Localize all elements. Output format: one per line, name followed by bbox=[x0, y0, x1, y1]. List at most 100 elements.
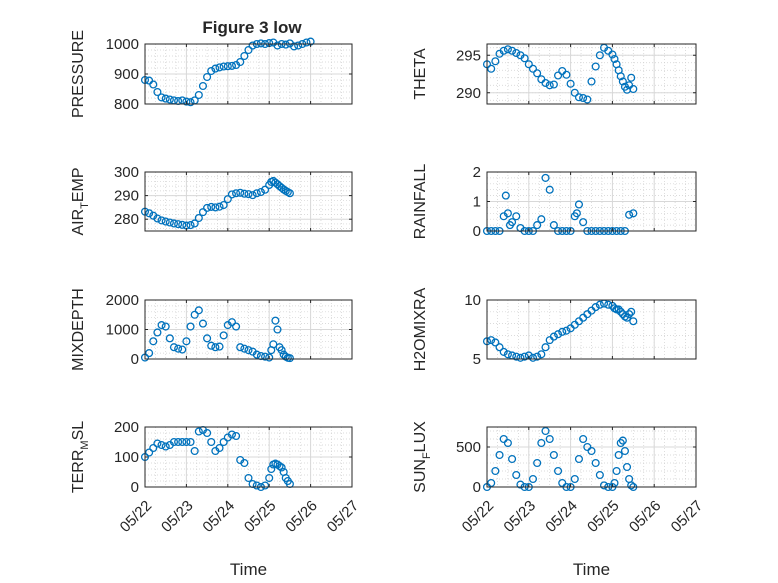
y-axis-label: MIXDEPTH bbox=[70, 288, 87, 371]
data-point bbox=[574, 93, 584, 102]
x-tick-label: 05/22 bbox=[117, 497, 156, 536]
data-point bbox=[190, 446, 199, 456]
data-point bbox=[236, 188, 245, 197]
data-point bbox=[252, 350, 261, 359]
data-point bbox=[554, 466, 563, 476]
data-point bbox=[169, 343, 179, 352]
data-point bbox=[174, 437, 183, 447]
y-tick-label: 900 bbox=[114, 66, 139, 83]
data-point bbox=[149, 337, 158, 346]
data-point bbox=[537, 438, 546, 448]
data-point bbox=[508, 46, 517, 55]
data-point bbox=[554, 330, 563, 339]
axes-frame bbox=[486, 43, 697, 105]
data-point bbox=[562, 70, 571, 79]
data-point bbox=[508, 218, 517, 227]
data-point bbox=[182, 97, 191, 106]
data-point bbox=[570, 88, 579, 97]
plot-area bbox=[487, 300, 696, 359]
data-point bbox=[612, 466, 621, 476]
data-point bbox=[232, 189, 241, 198]
axes-theta: 290 295 THETA bbox=[412, 43, 697, 105]
x-tick-label: 05/25 bbox=[584, 497, 623, 536]
data-point bbox=[207, 341, 216, 350]
data-point bbox=[169, 437, 179, 447]
data-point bbox=[541, 343, 550, 352]
data-point bbox=[512, 48, 521, 58]
data-point bbox=[165, 334, 174, 343]
data-point bbox=[574, 200, 584, 209]
data-point bbox=[614, 450, 623, 460]
data-point bbox=[537, 215, 546, 224]
axes-frame bbox=[144, 171, 353, 232]
x-tick-label: 05/24 bbox=[542, 497, 581, 536]
data-point bbox=[261, 352, 270, 361]
axes-terr_msl: 0 100 200 05/22 05/23 05/24 05/25 05/26 05/27 Tim… bbox=[70, 419, 362, 579]
data-point bbox=[207, 202, 216, 211]
data-point bbox=[616, 72, 625, 81]
data-point bbox=[198, 319, 208, 328]
data-point bbox=[236, 57, 245, 67]
data-point bbox=[252, 189, 261, 198]
data-point bbox=[227, 430, 236, 439]
data-point bbox=[248, 41, 257, 50]
data-point bbox=[194, 306, 203, 315]
data-point bbox=[516, 480, 525, 489]
y-axis-label: SUNFLUX bbox=[412, 421, 433, 493]
data-point bbox=[244, 45, 253, 55]
data-point bbox=[591, 62, 600, 71]
data-point bbox=[211, 203, 220, 212]
data-point bbox=[277, 346, 286, 355]
data-point bbox=[516, 353, 525, 362]
axes-rainfall: 0 1 2 RAINFALL bbox=[412, 164, 697, 240]
y-tick-label: 2000 bbox=[106, 292, 139, 309]
data-point bbox=[161, 217, 170, 226]
x-tick-label: 05/26 bbox=[626, 497, 665, 536]
data-point bbox=[182, 337, 191, 346]
data-point bbox=[240, 189, 249, 198]
data-point bbox=[178, 345, 187, 354]
y-tick-label: 280 bbox=[114, 211, 139, 228]
data-point bbox=[223, 195, 232, 204]
data-point bbox=[579, 218, 588, 227]
data-point bbox=[161, 94, 170, 103]
data-point bbox=[545, 434, 554, 444]
data-point bbox=[528, 353, 538, 362]
axes-pressure: 800 900 1000 PRESSURE bbox=[70, 30, 353, 118]
data-point bbox=[244, 190, 253, 199]
data-point bbox=[608, 50, 617, 59]
data-point bbox=[579, 93, 588, 103]
data-point bbox=[554, 71, 563, 80]
data-point bbox=[219, 62, 228, 71]
data-point bbox=[620, 446, 629, 456]
data-point bbox=[587, 77, 596, 86]
y-tick-label: 300 bbox=[114, 164, 139, 181]
data-point bbox=[285, 189, 294, 198]
data-point bbox=[512, 352, 521, 361]
data-point bbox=[244, 473, 253, 483]
axes-sun_flux: 0 500 05/22 05/23 05/24 05/25 05/26 05/27 Time SU… bbox=[412, 421, 706, 579]
data-point bbox=[285, 354, 294, 363]
data-point bbox=[537, 350, 546, 359]
axes-frame bbox=[486, 426, 697, 488]
data-point bbox=[227, 318, 236, 327]
data-point bbox=[503, 209, 512, 218]
y-tick-label: 0 bbox=[473, 479, 481, 496]
data-point bbox=[595, 300, 604, 309]
data-point bbox=[215, 342, 224, 351]
data-point bbox=[614, 305, 623, 314]
data-point bbox=[629, 209, 638, 218]
data-point bbox=[157, 216, 166, 225]
data-point bbox=[528, 64, 538, 73]
data-point bbox=[495, 343, 504, 352]
data-point bbox=[219, 200, 228, 210]
data-point bbox=[203, 428, 212, 438]
x-tick-label: 05/22 bbox=[459, 497, 498, 536]
data-point bbox=[512, 470, 521, 480]
data-point bbox=[149, 443, 158, 453]
data-point bbox=[190, 219, 199, 228]
data-point bbox=[625, 310, 634, 319]
data-point bbox=[198, 81, 208, 91]
data-point bbox=[244, 346, 253, 355]
